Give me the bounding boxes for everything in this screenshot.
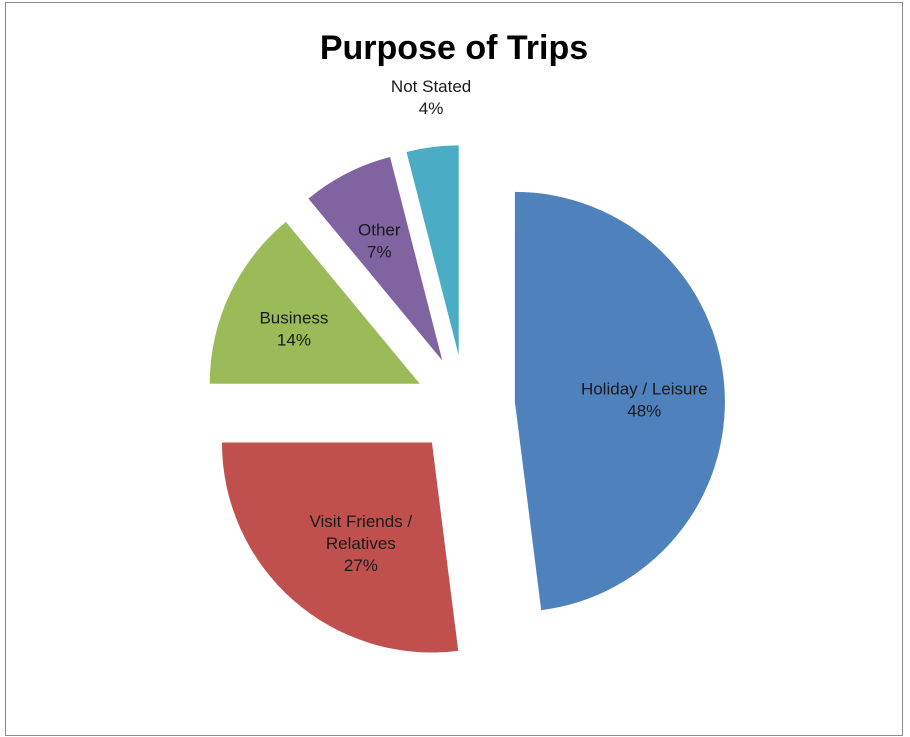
data-label-value: 48%	[627, 401, 661, 420]
data-label-category: Relatives	[326, 534, 396, 553]
data-label-other: Other 7%	[358, 221, 401, 262]
pie-slice-not-stated	[406, 145, 459, 356]
data-label-value: 27%	[344, 556, 378, 575]
data-label-value: 7%	[367, 243, 392, 262]
data-label-business: Business 14%	[259, 308, 328, 349]
data-label-category: Holiday / Leisure	[581, 379, 708, 398]
data-label-category: Other	[358, 221, 401, 240]
data-label-value: 14%	[277, 330, 311, 349]
data-label-value: 4%	[419, 99, 444, 118]
chart-title: Purpose of Trips	[319, 29, 589, 67]
pie-slice-business	[209, 221, 420, 384]
data-label-category: Not Stated	[391, 77, 471, 96]
pie-slice-holiday-leisure	[514, 191, 725, 611]
chart-area: Purpose of Trips	[5, 2, 903, 736]
pie-slice-visit-friends-relatives	[221, 442, 459, 653]
data-label-category: Visit Friends /	[309, 512, 412, 531]
data-label-holiday-leisure: Holiday / Leisure 48%	[581, 379, 708, 420]
data-label-not-stated: Not Stated 4%	[391, 77, 471, 118]
data-label-category: Business	[259, 308, 328, 327]
pie-slice-other	[308, 157, 443, 361]
data-label-visit-friends-relatives: Visit Friends / Relatives 27%	[309, 512, 412, 575]
